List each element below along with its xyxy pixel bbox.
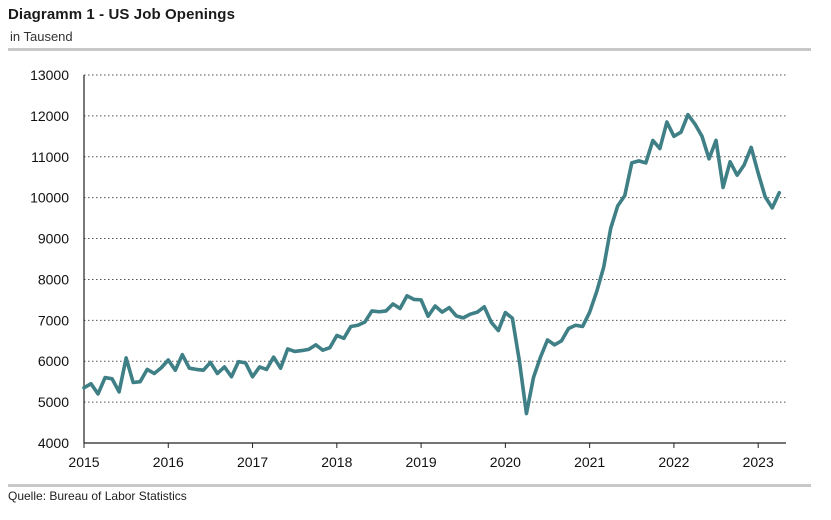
series-points <box>83 114 780 414</box>
y-tick-label: 7000 <box>38 312 69 328</box>
y-tick-label: 5000 <box>38 394 69 410</box>
x-tick-labels: 2015 2016 2017 2018 2019 2020 2021 2022 2023 <box>68 454 774 470</box>
x-tick-label: 2023 <box>743 454 774 470</box>
x-tick-label: 2022 <box>658 454 689 470</box>
series-line <box>82 112 782 416</box>
line-chart: 4000 5000 6000 7000 8000 9000 10000 11000 12000 1… <box>30 67 786 470</box>
y-tick-label: 9000 <box>38 231 69 247</box>
y-tick-label: 13000 <box>30 67 69 83</box>
y-tick-label: 10000 <box>30 190 69 206</box>
x-tick-label: 2018 <box>321 454 352 470</box>
source-note: Quelle: Bureau of Labor Statistics <box>8 489 187 503</box>
y-tick-label: 6000 <box>38 353 69 369</box>
x-tick-label: 2021 <box>574 454 605 470</box>
y-tick-label: 12000 <box>30 108 69 124</box>
y-tick-label: 4000 <box>38 435 69 451</box>
series-layer <box>82 112 782 416</box>
axes <box>83 75 786 448</box>
bottom-rule <box>8 484 811 487</box>
x-tick-label: 2019 <box>406 454 437 470</box>
x-tick-label: 2017 <box>237 454 268 470</box>
grid-lines <box>84 74 786 403</box>
chart-title: Diagramm 1 - US Job Openings <box>8 6 236 23</box>
x-tick-label: 2015 <box>68 454 99 470</box>
y-tick-labels: 4000 5000 6000 7000 8000 9000 10000 11000 12000 1… <box>30 67 69 451</box>
top-rule <box>8 48 811 51</box>
x-tick-label: 2016 <box>153 454 184 470</box>
chart-subtitle: in Tausend <box>10 29 73 44</box>
y-tick-label: 11000 <box>31 149 69 165</box>
x-tick-label: 2020 <box>490 454 521 470</box>
y-tick-label: 8000 <box>38 271 69 287</box>
